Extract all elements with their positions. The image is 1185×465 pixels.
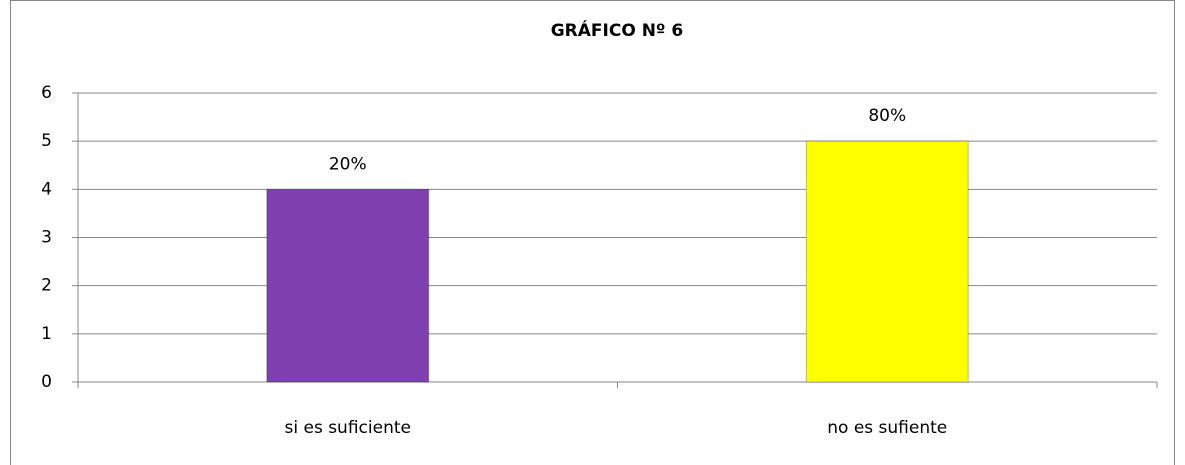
y-tick-label: 0 [41,372,52,392]
y-tick-label: 2 [41,276,52,296]
y-tick-label: 4 [41,179,52,199]
data-label: 20% [329,154,367,174]
y-tick-label: 1 [41,324,52,344]
chart-title: GRÁFICO Nº 6 [551,19,684,41]
data-label: 80% [868,106,906,126]
y-tick-label: 5 [41,131,52,151]
y-tick-label: 3 [41,228,52,248]
y-tick-label: 6 [41,83,52,103]
bar [805,140,969,383]
x-tick-label: no es sufiente [827,418,947,438]
x-tick-label: si es suficiente [285,418,411,438]
bar [266,188,430,383]
chart-frame [10,0,1175,465]
